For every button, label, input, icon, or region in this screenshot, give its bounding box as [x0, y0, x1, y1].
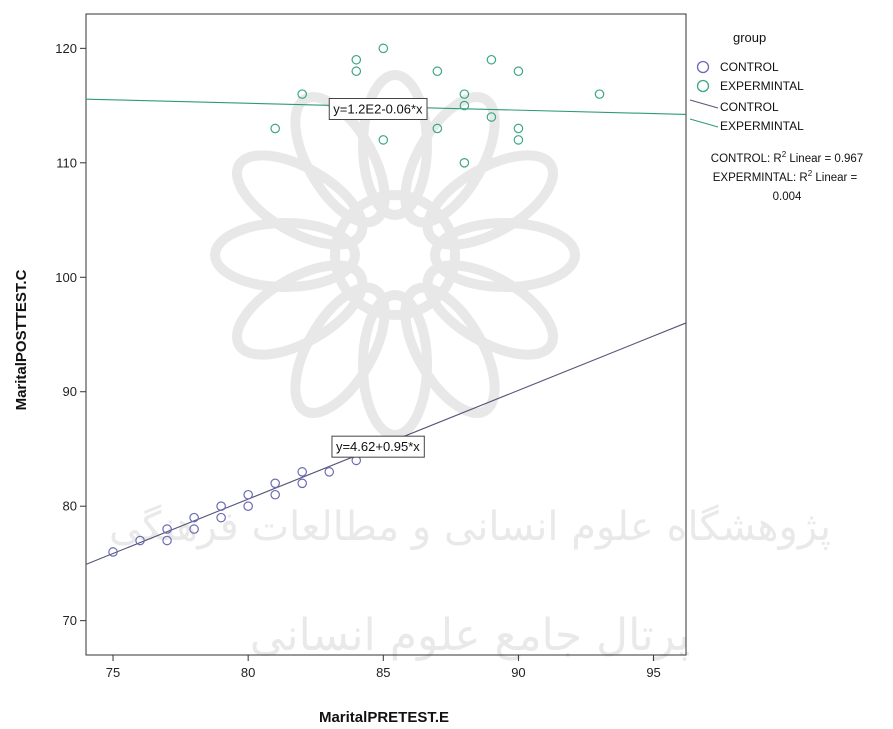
point-expermintal — [486, 112, 497, 122]
point-expermintal — [486, 54, 497, 65]
watermark-petal — [290, 282, 390, 418]
y-tick-label: 120 — [55, 41, 77, 56]
point-expermintal — [459, 158, 470, 168]
y-tick-label: 70 — [63, 613, 77, 628]
point-expermintal — [513, 66, 524, 77]
watermark-petal — [422, 260, 558, 360]
point-control — [108, 547, 118, 557]
legend-line-experimental — [689, 118, 719, 128]
watermark-petal — [358, 290, 432, 440]
x-tick-label: 85 — [376, 665, 390, 680]
equation-text: y=1.2E2-0.06*x — [333, 102, 423, 117]
watermark-petal — [232, 260, 368, 360]
point-expermintal — [594, 89, 605, 99]
point-expermintal — [432, 66, 443, 77]
point-control — [189, 524, 199, 534]
point-control — [135, 535, 145, 546]
point-expermintal — [513, 135, 524, 145]
legend-marker-control — [696, 60, 710, 74]
point-expermintal — [513, 123, 524, 134]
point-expermintal — [459, 89, 470, 99]
point-control — [297, 467, 308, 477]
equation-box — [328, 98, 428, 121]
point-control — [216, 501, 226, 511]
point-expermintal — [378, 43, 389, 54]
point-control — [243, 501, 253, 511]
point-control — [162, 535, 172, 546]
legend-title: group — [733, 30, 766, 45]
y-axis-ticks: 70 80 90 100 110 120 — [55, 41, 86, 628]
point-control — [324, 467, 335, 477]
equation-label-expermintal: y=1.2E2-0.06*x — [328, 98, 428, 121]
watermark-petal — [422, 150, 558, 250]
point-expermintal — [459, 100, 470, 111]
equation-text: y=4.62+0.95*x — [336, 439, 420, 454]
watermark-petal — [430, 218, 580, 292]
point-control — [189, 512, 199, 523]
watermark-petal — [210, 218, 360, 292]
y-tick-label: 110 — [56, 155, 77, 170]
equation-box — [331, 435, 425, 458]
point-expermintal — [432, 123, 443, 134]
x-tick-label: 90 — [511, 665, 525, 680]
x-axis-ticks: 75 80 85 90 95 — [106, 655, 661, 680]
equation-label-control: y=4.62+0.95*x — [331, 435, 425, 458]
point-control — [162, 524, 172, 534]
watermark-petal — [358, 70, 432, 220]
x-tick-label: 95 — [646, 665, 660, 680]
watermark-petal — [290, 92, 390, 228]
point-control — [270, 478, 280, 489]
point-control — [216, 512, 226, 523]
legend-label-control: CONTROL — [720, 60, 779, 74]
point-expermintal — [297, 89, 308, 99]
rsq-experimental-value: 0.004 — [773, 191, 802, 203]
y-tick-label: 80 — [63, 499, 77, 514]
x-tick-label: 80 — [241, 665, 255, 680]
watermark-petal — [232, 150, 368, 250]
x-tick-label: 75 — [106, 665, 120, 680]
watermark-petal — [400, 92, 500, 228]
point-control — [270, 489, 280, 500]
x-axis-title: MaritalPRETEST.E — [319, 709, 449, 726]
y-tick-label: 100 — [55, 270, 77, 285]
data-points — [108, 43, 605, 557]
watermark-ring — [330, 190, 460, 320]
legend-line-label-control: CONTROL — [720, 100, 779, 114]
watermark-line1: پژوهشگاه علوم انسانی و مطالعات فرهنگی — [109, 504, 831, 550]
point-control — [243, 489, 253, 500]
point-expermintal — [351, 54, 362, 65]
y-tick-label: 90 — [63, 384, 77, 399]
y-axis-title: MaritalPOSTTEST.C — [13, 269, 30, 410]
watermark-text: پژوهشگاه علوم انسانی و مطالعات فرهنگی پر… — [109, 504, 831, 661]
plot-area — [85, 13, 687, 656]
watermark-line2: پرتال جامع علوم انسانی — [250, 610, 691, 661]
rsq-experimental: EXPERMINTAL: R2 Linear = — [713, 169, 858, 184]
point-expermintal — [270, 123, 280, 134]
legend-line-control — [689, 99, 719, 109]
watermark-petal — [400, 282, 500, 418]
equation-labels: y=1.2E2-0.06*x y=4.62+0.95*x — [328, 98, 428, 458]
legend-label-experimental: EXPERMINTAL — [720, 79, 804, 93]
legend-marker-experimental — [696, 79, 710, 93]
point-control — [297, 478, 308, 489]
rsq-control: CONTROL: R2 Linear = 0.967 — [711, 150, 863, 165]
legend-line-label-experimental: EXPERMINTAL — [720, 119, 804, 133]
watermark-emblem — [210, 70, 580, 440]
point-expermintal — [378, 135, 389, 145]
point-expermintal — [351, 66, 362, 77]
legend: group CONTROL EXPERMINTAL CONTROL EXPERM… — [689, 30, 863, 203]
